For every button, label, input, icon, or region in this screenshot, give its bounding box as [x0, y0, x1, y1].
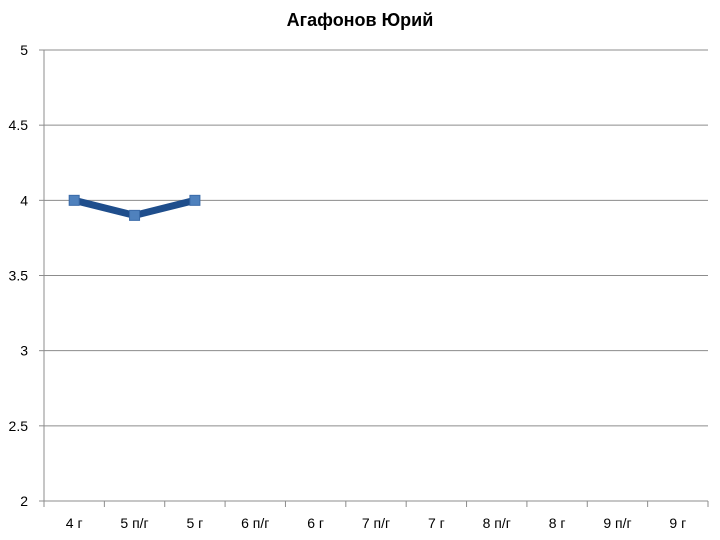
data-point — [189, 194, 201, 206]
y-tick-label: 4 — [20, 192, 28, 208]
x-tick-label: 9 г — [669, 515, 686, 531]
x-tick-label: 7 п/г — [362, 515, 390, 531]
x-tick-label: 6 г — [307, 515, 324, 531]
y-tick-label: 3.5 — [9, 268, 29, 284]
y-tick-label: 3 — [20, 343, 28, 359]
y-tick-label: 2.5 — [9, 418, 29, 434]
data-point — [129, 209, 141, 221]
y-tick-label: 2 — [20, 493, 28, 509]
x-tick-label: 9 п/г — [603, 515, 631, 531]
x-tick-label: 5 г — [187, 515, 204, 531]
x-tick-label: 7 г — [428, 515, 445, 531]
x-tick-label: 5 п/г — [120, 515, 148, 531]
x-tick-label: 8 г — [549, 515, 566, 531]
chart-title: Агафонов Юрий — [286, 10, 434, 30]
data-point — [68, 194, 80, 206]
x-tick-label: 8 п/г — [483, 515, 511, 531]
x-tick-label: 6 п/г — [241, 515, 269, 531]
x-tick-label: 4 г — [66, 515, 83, 531]
y-tick-label: 5 — [20, 42, 28, 58]
y-tick-label: 4.5 — [9, 117, 29, 133]
